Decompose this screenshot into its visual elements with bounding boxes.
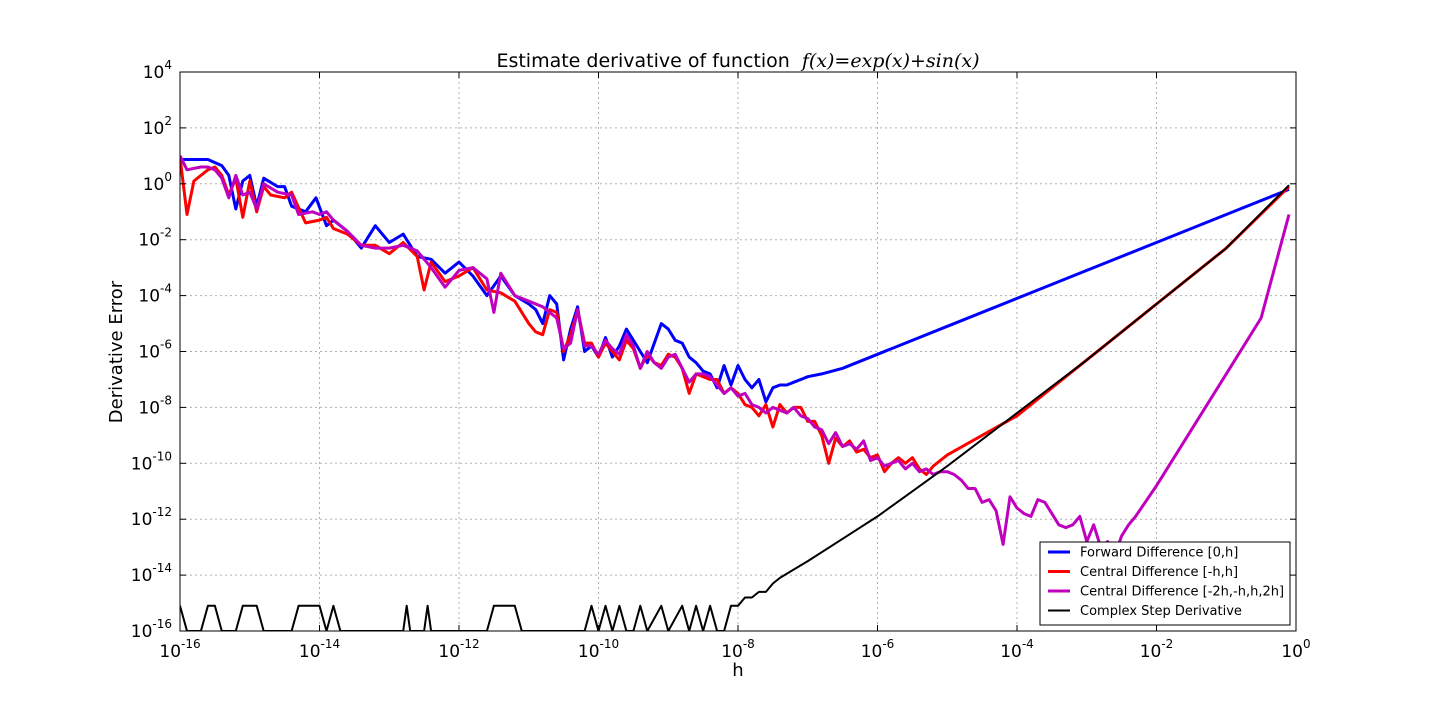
y-tick-exponent: -12 bbox=[152, 505, 172, 519]
y-tick-label: 10-10 bbox=[131, 449, 172, 474]
y-tick-label: 104 bbox=[143, 58, 172, 83]
y-tick-exponent: -6 bbox=[160, 338, 172, 352]
y-tick-base: 10 bbox=[131, 510, 153, 530]
y-tick-exponent: -4 bbox=[160, 282, 172, 296]
chart-title-text: Estimate derivative of function bbox=[496, 50, 789, 72]
series-line-1 bbox=[180, 157, 1291, 476]
y-tick-label: 100 bbox=[143, 170, 172, 195]
x-tick-exponent: -12 bbox=[460, 637, 480, 651]
y-tick-base: 10 bbox=[143, 63, 165, 83]
x-tick-base: 10 bbox=[578, 642, 600, 662]
y-tick-base: 10 bbox=[138, 398, 160, 418]
y-tick-exponent: 2 bbox=[164, 114, 172, 128]
y-tick-exponent: -10 bbox=[152, 449, 172, 463]
y-tick-base: 10 bbox=[138, 343, 160, 363]
y-tick-exponent: -14 bbox=[152, 561, 172, 575]
y-tick-base: 10 bbox=[131, 622, 153, 642]
x-tick-label: 10-10 bbox=[578, 637, 619, 662]
x-tick-base: 10 bbox=[861, 642, 883, 662]
x-tick-exponent: -6 bbox=[882, 637, 894, 651]
legend-label: Central Difference [-h,h] bbox=[1080, 565, 1238, 580]
x-tick-exponent: -14 bbox=[321, 637, 341, 651]
y-tick-exponent: -2 bbox=[160, 226, 172, 240]
y-tick-base: 10 bbox=[138, 231, 160, 251]
axis-ticks: 10-16 10-14 10-12 10-10 10-8 10-6 10-4 10-2 1001… bbox=[131, 58, 1311, 662]
x-tick-label: 10-16 bbox=[159, 637, 200, 662]
x-tick-label: 10-2 bbox=[1140, 637, 1174, 662]
x-tick-exponent: -4 bbox=[1022, 637, 1034, 651]
x-tick-label: 10-6 bbox=[861, 637, 895, 662]
legend-label: Complex Step Derivative bbox=[1080, 604, 1242, 619]
y-tick-label: 10-8 bbox=[138, 393, 172, 418]
y-tick-base: 10 bbox=[143, 119, 165, 139]
series-line-3 bbox=[180, 184, 1290, 631]
x-tick-label: 100 bbox=[1281, 637, 1310, 662]
x-tick-base: 10 bbox=[1140, 642, 1162, 662]
chart-title: Estimate derivative of function f(x)=exp… bbox=[496, 50, 979, 72]
y-tick-exponent: 0 bbox=[164, 170, 172, 184]
y-tick-exponent: 4 bbox=[164, 58, 172, 72]
x-tick-exponent: -10 bbox=[600, 637, 620, 651]
y-tick-base: 10 bbox=[138, 287, 160, 307]
y-tick-exponent: -8 bbox=[160, 393, 172, 407]
legend-box bbox=[1039, 541, 1291, 626]
series-layer bbox=[180, 155, 1291, 631]
y-tick-label: 10-4 bbox=[138, 282, 172, 307]
x-tick-label: 10-12 bbox=[438, 637, 479, 662]
x-tick-base: 10 bbox=[1281, 642, 1303, 662]
x-tick-label: 10-14 bbox=[299, 637, 340, 662]
x-tick-base: 10 bbox=[1000, 642, 1022, 662]
y-tick-base: 10 bbox=[131, 454, 153, 474]
y-tick-exponent: -16 bbox=[152, 617, 172, 631]
y-tick-label: 10-12 bbox=[131, 505, 172, 530]
y-tick-label: 102 bbox=[143, 114, 172, 139]
y-axis-label: Derivative Error bbox=[106, 280, 127, 423]
x-tick-label: 10-4 bbox=[1000, 637, 1034, 662]
y-tick-label: 10-6 bbox=[138, 338, 172, 363]
x-tick-base: 10 bbox=[159, 642, 181, 662]
x-tick-exponent: 0 bbox=[1303, 637, 1311, 651]
x-tick-exponent: -2 bbox=[1161, 637, 1173, 651]
y-tick-label: 10-2 bbox=[138, 226, 172, 251]
y-tick-label: 10-16 bbox=[131, 617, 172, 642]
x-tick-label: 10-8 bbox=[721, 637, 755, 662]
x-tick-base: 10 bbox=[438, 642, 460, 662]
x-tick-base: 10 bbox=[299, 642, 321, 662]
series-line-0 bbox=[180, 158, 1290, 404]
x-axis-label: h bbox=[732, 660, 743, 681]
y-tick-base: 10 bbox=[131, 566, 153, 586]
x-tick-exponent: -8 bbox=[743, 637, 755, 651]
chart-title-formula: f(x)=exp(x)+sin(x) bbox=[800, 50, 980, 72]
grid-lines bbox=[180, 72, 1296, 631]
legend-label: Forward Difference [0,h] bbox=[1080, 546, 1238, 561]
series-line-2 bbox=[180, 155, 1291, 557]
legend-label: Central Difference [-2h,-h,h,2h] bbox=[1080, 585, 1284, 600]
legend: Forward Difference [0,h] Central Differen… bbox=[1039, 541, 1291, 626]
y-tick-base: 10 bbox=[143, 175, 165, 195]
y-tick-label: 10-14 bbox=[131, 561, 172, 586]
x-tick-base: 10 bbox=[721, 642, 743, 662]
x-tick-exponent: -16 bbox=[181, 637, 201, 651]
